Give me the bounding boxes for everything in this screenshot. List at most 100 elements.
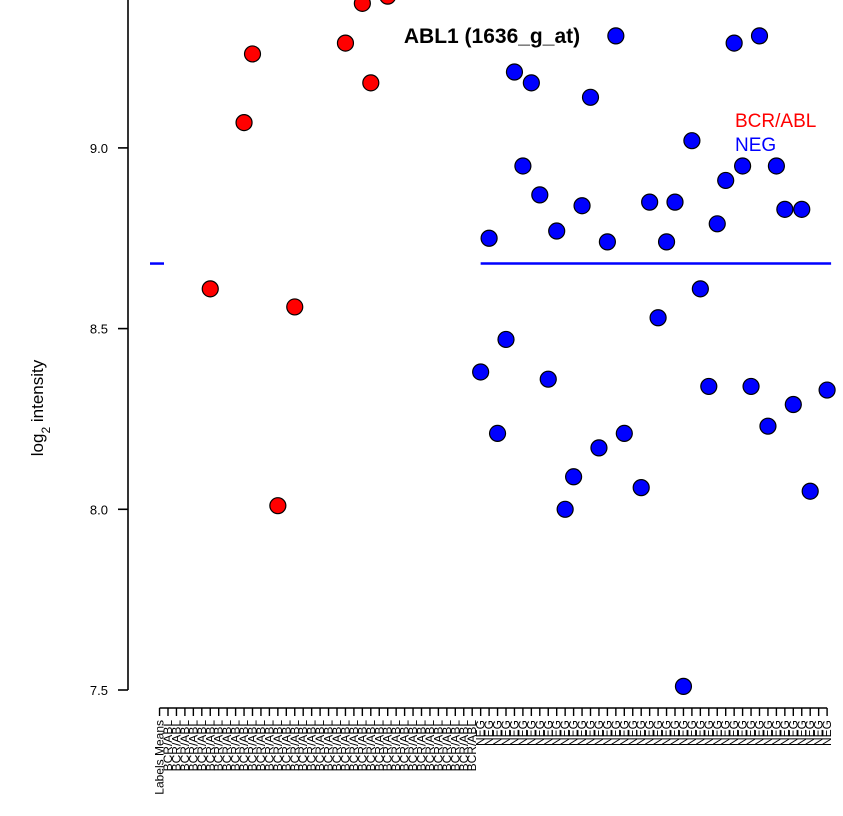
data-point (759, 417, 777, 435)
x-tick-label: NEG (499, 720, 513, 746)
x-tick-label: BCR/ABL (288, 720, 302, 772)
x-tick-label: BCR/ABL (237, 720, 251, 772)
x-tick-label: BCR/ABL (372, 720, 386, 772)
x-tick-label: NEG (584, 720, 598, 746)
x-tick-label: BCR/ABL (262, 720, 276, 772)
data-point (336, 34, 355, 52)
data-point (717, 171, 735, 190)
data-point (362, 74, 380, 92)
data-point (632, 479, 650, 497)
x-tick-label: NEG (558, 720, 572, 746)
x-tick-label: NEG (812, 720, 826, 746)
data-point (725, 34, 743, 52)
data-point (750, 27, 769, 45)
x-tick-label: NEG (626, 720, 640, 746)
y-tick-label: 9.0 (90, 141, 108, 156)
x-tick-label: BCR/ABL (457, 720, 471, 772)
data-point (235, 114, 253, 132)
x-tick-label-means: Labels Means (153, 720, 167, 795)
data-point (505, 63, 524, 81)
mean-lines (150, 262, 832, 265)
x-tick-label: NEG (592, 720, 606, 746)
x-tick-label: NEG (668, 720, 682, 746)
x-tick-label: BCR/ABL (364, 720, 378, 772)
data-point (590, 439, 608, 457)
data-point (683, 132, 701, 150)
data-point (784, 395, 802, 414)
data-points (201, 0, 836, 695)
x-tick-label: NEG (533, 720, 547, 746)
y-axis-label-rest: intensity (28, 359, 47, 427)
y-ticks: 7.58.08.59.09.510.010.5 (90, 141, 128, 698)
data-point (691, 280, 709, 298)
x-tick-label: BCR/ABL (355, 720, 369, 772)
x-tick-label: BCR/ABL (195, 720, 209, 772)
x-tick-label: BCR/ABL (406, 720, 420, 772)
x-tick-label: NEG (575, 720, 589, 746)
x-tick-label: BCR/ABL (296, 720, 310, 772)
x-tick-label: BCR/ABL (415, 720, 429, 772)
x-ticks (158, 707, 828, 716)
x-tick-label: BCR/ABL (178, 720, 192, 772)
x-tick-label: NEG (685, 720, 699, 746)
x-tick-label: NEG (753, 720, 767, 746)
x-tick-label: NEG (702, 720, 716, 746)
x-tick-label: BCR/ABL (330, 720, 344, 772)
data-point (380, 0, 396, 5)
x-tick-label: BCR/ABL (169, 720, 183, 772)
x-tick-label: NEG (617, 720, 631, 746)
data-point (531, 186, 549, 204)
x-tick-label: BCR/ABL (229, 720, 243, 772)
x-tick-label: NEG (550, 720, 564, 746)
x-tick-label: NEG (474, 720, 488, 746)
data-point (776, 200, 794, 218)
data-point (488, 424, 507, 443)
x-tick-label: BCR/ABL (203, 720, 217, 772)
x-tick-label: NEG (507, 720, 521, 746)
y-axis-label: log2 intensity (28, 359, 53, 456)
x-tick-label: BCR/ABL (212, 720, 226, 772)
x-tick-label: BCR/ABL (347, 720, 361, 772)
data-point (556, 500, 574, 518)
data-point (573, 197, 591, 215)
x-tick-label: BCR/ABL (161, 720, 175, 772)
x-tick-label: NEG (693, 720, 707, 746)
x-tick-label: NEG (744, 720, 758, 746)
x-tick-label: NEG (643, 720, 657, 746)
data-point (243, 45, 262, 63)
data-point (793, 200, 811, 218)
data-point (708, 215, 726, 233)
x-tick-label: NEG (567, 720, 581, 746)
x-tick-label: NEG (727, 720, 741, 746)
y-axis-label-subscript: 2 (39, 427, 53, 434)
legend-item: BCR/ABL (735, 111, 816, 132)
x-tick-label: BCR/ABL (423, 720, 437, 772)
x-tick-label: BCR/ABL (313, 720, 327, 772)
x-tick-label: NEG (786, 720, 800, 746)
data-point (733, 157, 752, 175)
x-tick-label: NEG (761, 720, 775, 746)
data-point (581, 88, 600, 106)
data-point (548, 222, 566, 240)
data-point (522, 74, 540, 92)
x-tick-label: NEG (482, 720, 496, 746)
x-tick-label: NEG (769, 720, 783, 746)
chart-title: ABL1 (1636_g_at) (404, 25, 580, 48)
data-point (801, 482, 819, 500)
data-point (700, 377, 718, 396)
x-tick-label: BCR/ABL (338, 720, 352, 772)
x-tick-label: BCR/ABL (398, 720, 412, 772)
y-tick-label: 8.5 (90, 322, 108, 337)
x-tick-label: BCR/ABL (431, 720, 445, 772)
data-point (657, 233, 676, 251)
data-point (641, 193, 659, 211)
x-tick-label: NEG (600, 720, 614, 746)
data-point (480, 229, 498, 247)
x-tick-label: NEG (491, 720, 505, 746)
x-tick-label: BCR/ABL (254, 720, 268, 772)
x-tick-label: BCR/ABL (220, 720, 234, 772)
x-tick-label: NEG (541, 720, 555, 746)
x-tick-label: NEG (710, 720, 724, 746)
y-tick-label: 8.0 (90, 502, 108, 517)
data-point (564, 468, 583, 486)
